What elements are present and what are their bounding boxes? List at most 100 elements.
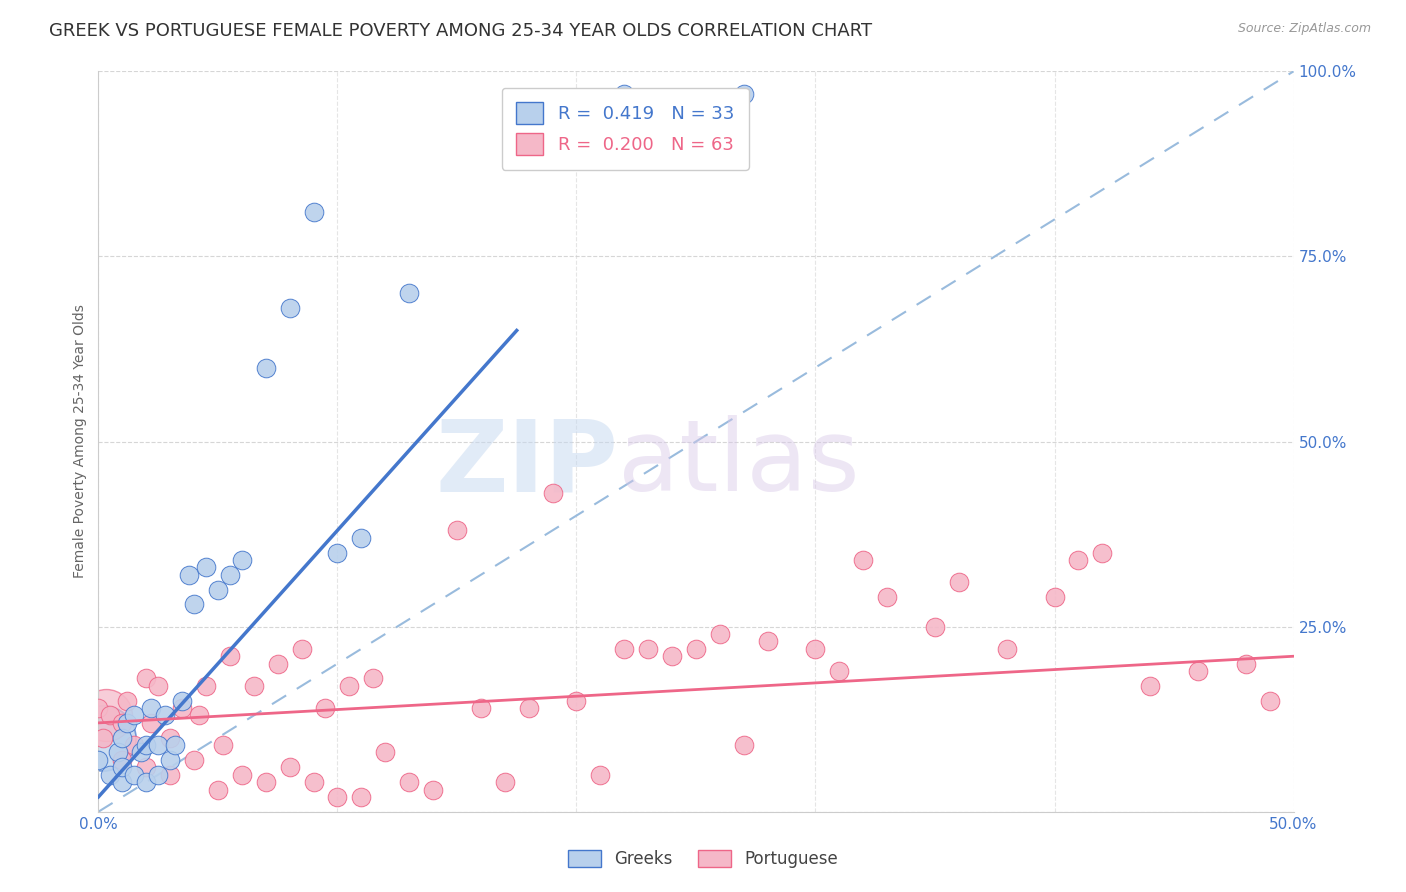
Point bbox=[135, 738, 157, 752]
Text: ZIP: ZIP bbox=[436, 416, 619, 512]
Point bbox=[291, 641, 314, 656]
Point bbox=[1043, 590, 1066, 604]
Point bbox=[315, 701, 337, 715]
Point bbox=[87, 701, 110, 715]
Point bbox=[98, 767, 122, 781]
Point bbox=[302, 205, 325, 219]
Point bbox=[219, 649, 242, 664]
Point bbox=[924, 619, 946, 633]
Point bbox=[139, 701, 162, 715]
Point bbox=[852, 553, 875, 567]
Point bbox=[231, 767, 253, 781]
Point bbox=[637, 641, 659, 656]
Legend: Greeks, Portuguese: Greeks, Portuguese bbox=[561, 843, 845, 875]
Point bbox=[876, 590, 898, 604]
Point bbox=[948, 575, 970, 590]
Point bbox=[91, 731, 114, 745]
Point bbox=[148, 767, 170, 781]
Point bbox=[1258, 694, 1281, 708]
Point bbox=[219, 567, 242, 582]
Point bbox=[124, 738, 146, 752]
Point bbox=[398, 286, 420, 301]
Y-axis label: Female Poverty Among 25-34 Year Olds: Female Poverty Among 25-34 Year Olds bbox=[73, 304, 87, 579]
Point bbox=[91, 731, 114, 745]
Point bbox=[148, 738, 170, 752]
Point bbox=[135, 775, 157, 789]
Point bbox=[115, 715, 138, 730]
Point bbox=[422, 782, 444, 797]
Point bbox=[756, 634, 779, 648]
Point bbox=[733, 87, 755, 101]
Point bbox=[107, 746, 129, 760]
Point bbox=[187, 708, 209, 723]
Point bbox=[172, 694, 194, 708]
Point bbox=[135, 760, 157, 774]
Point bbox=[1067, 553, 1090, 567]
Point bbox=[135, 672, 157, 686]
Point bbox=[326, 546, 349, 560]
Point bbox=[302, 775, 325, 789]
Point bbox=[278, 760, 301, 774]
Point bbox=[87, 753, 110, 767]
Point bbox=[494, 775, 516, 789]
Point bbox=[613, 87, 636, 101]
Point bbox=[1187, 664, 1209, 678]
Point bbox=[115, 694, 138, 708]
Point bbox=[1234, 657, 1257, 671]
Point bbox=[995, 641, 1018, 656]
Point bbox=[326, 789, 349, 804]
Point bbox=[517, 701, 540, 715]
Point bbox=[195, 560, 218, 574]
Point bbox=[159, 753, 181, 767]
Point bbox=[278, 301, 301, 316]
Point bbox=[159, 731, 181, 745]
Point bbox=[243, 679, 266, 693]
Point bbox=[267, 657, 290, 671]
Point bbox=[470, 701, 492, 715]
Point bbox=[111, 715, 134, 730]
Text: Source: ZipAtlas.com: Source: ZipAtlas.com bbox=[1237, 22, 1371, 36]
Point bbox=[207, 582, 229, 597]
Point bbox=[139, 715, 162, 730]
Point bbox=[111, 775, 134, 789]
Point bbox=[374, 746, 396, 760]
Point bbox=[398, 775, 420, 789]
Point bbox=[350, 531, 373, 545]
Point bbox=[155, 708, 177, 723]
Point bbox=[709, 627, 731, 641]
Point bbox=[124, 767, 146, 781]
Point bbox=[613, 641, 636, 656]
Point bbox=[179, 567, 201, 582]
Point bbox=[565, 694, 588, 708]
Point bbox=[148, 679, 170, 693]
Text: GREEK VS PORTUGUESE FEMALE POVERTY AMONG 25-34 YEAR OLDS CORRELATION CHART: GREEK VS PORTUGUESE FEMALE POVERTY AMONG… bbox=[49, 22, 872, 40]
Point bbox=[195, 679, 218, 693]
Point bbox=[94, 708, 117, 723]
Point bbox=[363, 672, 385, 686]
Point bbox=[183, 753, 205, 767]
Point bbox=[172, 701, 194, 715]
Point bbox=[183, 598, 205, 612]
Text: atlas: atlas bbox=[619, 416, 860, 512]
Point bbox=[446, 524, 468, 538]
Point bbox=[254, 775, 277, 789]
Point bbox=[211, 738, 233, 752]
Point bbox=[111, 760, 134, 774]
Point bbox=[1091, 546, 1114, 560]
Point bbox=[111, 753, 134, 767]
Point bbox=[231, 553, 253, 567]
Point bbox=[339, 679, 361, 693]
Point bbox=[207, 782, 229, 797]
Point bbox=[124, 708, 146, 723]
Point bbox=[131, 746, 153, 760]
Point bbox=[350, 789, 373, 804]
Point bbox=[111, 731, 134, 745]
Point bbox=[159, 767, 181, 781]
Point bbox=[661, 649, 683, 664]
Point bbox=[804, 641, 827, 656]
Point bbox=[541, 486, 564, 500]
Legend: R =  0.419   N = 33, R =  0.200   N = 63: R = 0.419 N = 33, R = 0.200 N = 63 bbox=[502, 87, 748, 169]
Point bbox=[98, 708, 122, 723]
Point bbox=[733, 738, 755, 752]
Point bbox=[589, 767, 612, 781]
